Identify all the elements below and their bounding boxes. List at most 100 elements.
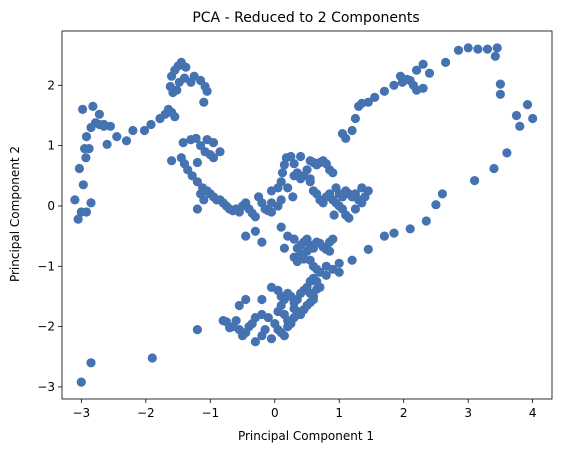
data-point: [344, 213, 354, 223]
data-point: [463, 43, 473, 53]
data-point: [289, 234, 299, 244]
data-point: [172, 85, 182, 95]
data-point: [329, 210, 339, 220]
data-point: [199, 97, 209, 107]
x-tick-label: 1: [335, 406, 343, 420]
data-point: [286, 151, 296, 162]
data-point: [192, 204, 202, 214]
data-point: [489, 163, 499, 174]
data-point: [389, 228, 399, 238]
data-point: [139, 125, 150, 136]
data-point: [94, 109, 104, 119]
x-axis-ticks: −3 −2 −1 0 1 2 3 4: [72, 399, 536, 420]
data-point: [357, 183, 367, 193]
data-point: [334, 258, 344, 268]
data-point: [78, 104, 88, 114]
data-point: [296, 151, 306, 162]
data-point: [418, 59, 428, 69]
data-point: [431, 200, 441, 210]
y-tick-label: 0: [47, 199, 55, 213]
data-point: [192, 177, 202, 187]
data-point: [363, 97, 373, 107]
data-point: [502, 148, 512, 158]
data-point: [241, 231, 251, 241]
y-axis-ticks: −3 −2 −1 0 1 2: [37, 78, 62, 394]
data-point: [88, 101, 98, 111]
y-axis-label: Principal Component 2: [8, 146, 22, 282]
data-point: [80, 144, 90, 154]
data-point: [482, 44, 493, 54]
data-point: [279, 160, 289, 170]
data-point: [495, 89, 505, 99]
data-point: [147, 353, 157, 363]
y-tick-label: −3: [37, 380, 55, 394]
data-point: [370, 92, 380, 102]
data-point: [412, 65, 422, 75]
data-point: [289, 171, 299, 181]
data-point: [288, 192, 298, 202]
data-point: [302, 165, 312, 175]
data-point: [492, 43, 502, 53]
x-tick-label: −3: [72, 406, 90, 420]
data-point: [277, 168, 288, 178]
data-point: [167, 156, 177, 166]
data-point: [181, 62, 191, 72]
data-point: [279, 243, 289, 253]
data-point: [424, 68, 435, 78]
data-point: [70, 195, 80, 205]
data-point: [473, 44, 483, 54]
data-point: [234, 300, 244, 311]
data-point: [208, 138, 219, 148]
data-point: [121, 136, 132, 146]
data-point: [441, 57, 451, 67]
data-point: [279, 331, 289, 341]
data-point: [347, 255, 357, 265]
y-tick-label: −2: [37, 320, 55, 334]
data-point: [312, 276, 322, 286]
y-tick-label: −1: [37, 259, 55, 273]
data-point: [99, 119, 109, 130]
data-point: [273, 306, 283, 317]
data-point: [470, 176, 480, 186]
data-point: [192, 157, 202, 168]
data-point: [73, 214, 83, 224]
plot-frame: [61, 30, 553, 400]
data-point: [379, 231, 389, 241]
data-point: [276, 177, 286, 187]
data-point: [218, 316, 228, 326]
data-point: [515, 121, 525, 131]
chart-title: PCA - Reduced to 2 Components: [192, 10, 419, 26]
data-point: [331, 183, 341, 193]
data-point: [102, 139, 112, 149]
x-tick-label: 3: [464, 406, 472, 420]
data-point: [76, 377, 86, 387]
data-point: [305, 174, 315, 184]
data-point: [128, 125, 138, 136]
data-point: [350, 204, 360, 214]
x-tick-label: −1: [201, 406, 219, 420]
data-point: [363, 244, 373, 254]
data-point: [453, 45, 464, 55]
points-layer: [70, 43, 538, 387]
y-tick-label: 2: [47, 78, 55, 92]
data-point: [289, 313, 299, 323]
data-point: [192, 325, 202, 335]
data-point: [250, 212, 260, 222]
data-point: [421, 216, 431, 226]
data-point: [437, 189, 447, 199]
x-axis-label: Principal Component 1: [238, 429, 374, 443]
data-point: [289, 159, 299, 169]
data-point: [302, 246, 312, 256]
data-point: [321, 270, 331, 280]
data-point: [511, 110, 522, 121]
data-point: [208, 153, 219, 163]
data-point: [78, 180, 88, 190]
data-point: [257, 294, 267, 305]
data-point: [241, 294, 251, 305]
data-point: [202, 86, 212, 96]
data-point: [86, 198, 96, 208]
data-point: [379, 86, 389, 96]
data-point: [187, 171, 197, 181]
data-point: [170, 112, 180, 122]
